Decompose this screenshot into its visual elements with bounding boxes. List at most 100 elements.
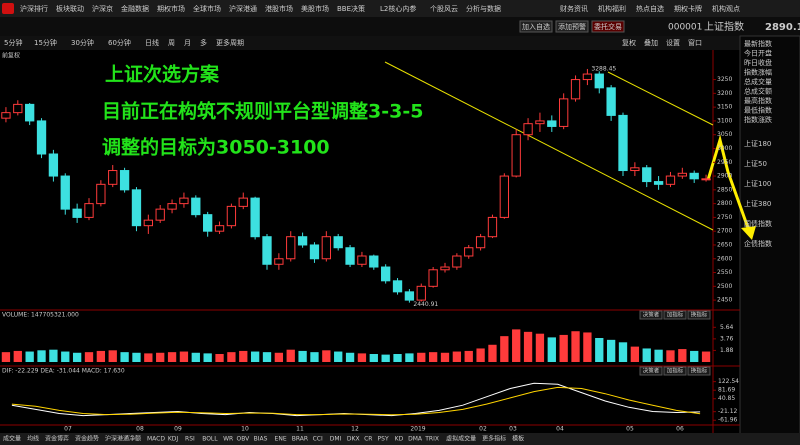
pane-button-label[interactable]: 决策者 — [643, 311, 660, 319]
volume-bar — [440, 352, 450, 362]
menu-item[interactable]: 更多周期 — [216, 38, 244, 47]
side-item[interactable]: 最新指数 — [744, 39, 772, 48]
y-tick-label: 122.54 — [718, 378, 739, 385]
menu-item[interactable]: 热点自选 — [636, 4, 664, 13]
button[interactable] — [555, 20, 589, 33]
menu-item[interactable]: 30分钟 — [71, 38, 94, 47]
menu-item[interactable]: 复权 — [622, 38, 636, 47]
menu-item[interactable]: BIAS — [254, 436, 268, 443]
pane-button-label[interactable]: 加指标 — [667, 311, 684, 319]
menu-item[interactable]: 成交量 — [3, 435, 21, 443]
menu-item[interactable]: RSI — [185, 436, 195, 443]
button-label[interactable]: 委托交易 — [594, 22, 622, 31]
menu-item[interactable]: ENE — [275, 436, 287, 443]
menu-item[interactable]: 沪深排行 — [20, 4, 48, 13]
side-item[interactable]: 指数涨幅 — [744, 68, 772, 77]
side-item[interactable]: 今日开盘 — [744, 49, 772, 58]
menu-item[interactable]: DKX — [347, 436, 360, 443]
x-tick-label: 08 — [136, 426, 144, 433]
side-item[interactable]: 上证380 — [744, 199, 771, 208]
side-item[interactable]: 企债指数 — [744, 239, 772, 248]
menu-item[interactable]: 美股市场 — [301, 4, 329, 13]
menu-item[interactable]: BOLL — [202, 436, 218, 443]
button-label[interactable]: 加入自选 — [522, 22, 550, 31]
menu-item[interactable]: TRIX — [424, 436, 439, 443]
menu-item[interactable]: 分析与数据 — [466, 4, 501, 13]
pane-button-label[interactable]: 换指标 — [691, 367, 708, 375]
menu-item[interactable]: 叠加 — [644, 38, 658, 47]
menu-item[interactable]: MACD — [147, 436, 165, 443]
side-item[interactable]: 总成交额 — [744, 87, 772, 96]
menu-item[interactable]: 月 — [184, 39, 191, 47]
button[interactable] — [591, 20, 625, 33]
side-item[interactable]: 总成交量 — [744, 77, 772, 86]
menu-item[interactable]: 模板 — [512, 435, 524, 443]
pane-button[interactable] — [663, 310, 687, 320]
menu-item[interactable]: CR — [364, 436, 372, 443]
side-item[interactable]: 上证50 — [744, 159, 767, 168]
candle-body — [60, 175, 70, 210]
menu-item[interactable]: KDJ — [168, 436, 179, 443]
side-item[interactable]: 最低指数 — [744, 106, 772, 115]
menu-item[interactable]: 周 — [168, 39, 175, 47]
menu-item[interactable]: 日线 — [145, 38, 159, 47]
menu-item[interactable]: DMI — [330, 436, 342, 443]
pane-button-label[interactable]: 换指标 — [691, 311, 708, 319]
side-item[interactable]: 上证100 — [744, 179, 771, 188]
button[interactable] — [519, 20, 553, 33]
menu-item[interactable]: L2核心内参 — [380, 4, 416, 13]
menu-item[interactable]: BBE决策 — [337, 4, 365, 13]
menu-item[interactable]: 虚拟成交量 — [446, 435, 476, 443]
pane-button[interactable] — [687, 366, 711, 376]
menu-item[interactable]: OBV — [237, 436, 251, 443]
side-item[interactable]: 国债指数 — [744, 219, 772, 228]
menu-item[interactable]: 财务资讯 — [560, 4, 588, 13]
menu-item[interactable]: BRAR — [292, 436, 308, 443]
volume-bar — [179, 351, 189, 362]
menu-item[interactable]: 资金博弈 — [45, 435, 69, 443]
pane-button[interactable] — [639, 310, 663, 320]
pane-button[interactable] — [663, 366, 687, 376]
menu-item[interactable]: 沪深港通净额 — [105, 435, 141, 443]
menu-item[interactable]: 期权卡牌 — [674, 4, 702, 13]
side-item[interactable]: 昨日收盘 — [744, 58, 772, 67]
menu-item[interactable]: 5分钟 — [4, 38, 22, 47]
candle-body — [665, 175, 676, 185]
menu-item[interactable]: PSY — [378, 436, 389, 443]
candle-body — [487, 216, 498, 238]
side-item[interactable]: 上证180 — [744, 139, 771, 148]
menu-item[interactable]: 设置 — [666, 38, 680, 47]
side-item[interactable]: 指数涨跌 — [744, 115, 772, 124]
menu-item[interactable]: 均线 — [27, 435, 39, 443]
menu-item[interactable]: 60分钟 — [108, 38, 131, 47]
menu-item[interactable]: 港股市场 — [265, 4, 293, 13]
button-label[interactable]: 添加预警 — [558, 22, 586, 31]
pane-button-label[interactable]: 加指标 — [667, 367, 684, 375]
menu-item[interactable]: 资金趋势 — [75, 435, 99, 443]
menu-item[interactable]: 窗口 — [688, 38, 702, 47]
pane-button[interactable] — [687, 310, 711, 320]
volume-bar — [334, 351, 343, 362]
menu-item[interactable]: 沪深京 — [92, 4, 113, 13]
menu-item[interactable]: 全球市场 — [193, 4, 221, 13]
menu-item[interactable]: 多 — [200, 38, 207, 47]
pane-button-label[interactable]: 决策者 — [643, 367, 660, 375]
menu-item[interactable]: 个股风云 — [430, 5, 458, 13]
menu-item[interactable]: 沪深港通 — [229, 4, 257, 13]
menu-item[interactable]: DMA — [408, 436, 423, 443]
menu-item[interactable]: 更多指标 — [482, 435, 506, 443]
menu-item[interactable]: 期权市场 — [157, 4, 185, 13]
side-item[interactable]: 最高指数 — [744, 96, 772, 105]
menu-item[interactable]: 板块联动 — [56, 4, 84, 13]
y-tick-label: 2850 — [717, 186, 732, 193]
menu-item[interactable]: 机构观点 — [712, 4, 740, 13]
menu-item[interactable]: 金融数据 — [121, 4, 149, 13]
menu-bar — [0, 0, 800, 17]
menu-item[interactable]: 15分钟 — [34, 38, 57, 47]
menu-item[interactable]: WR — [223, 436, 233, 443]
menu-item[interactable]: 机构福利 — [598, 4, 626, 13]
menu-item[interactable]: CCI — [313, 436, 323, 443]
volume-bar — [417, 352, 426, 362]
pane-button[interactable] — [639, 366, 663, 376]
menu-item[interactable]: KD — [395, 436, 404, 443]
